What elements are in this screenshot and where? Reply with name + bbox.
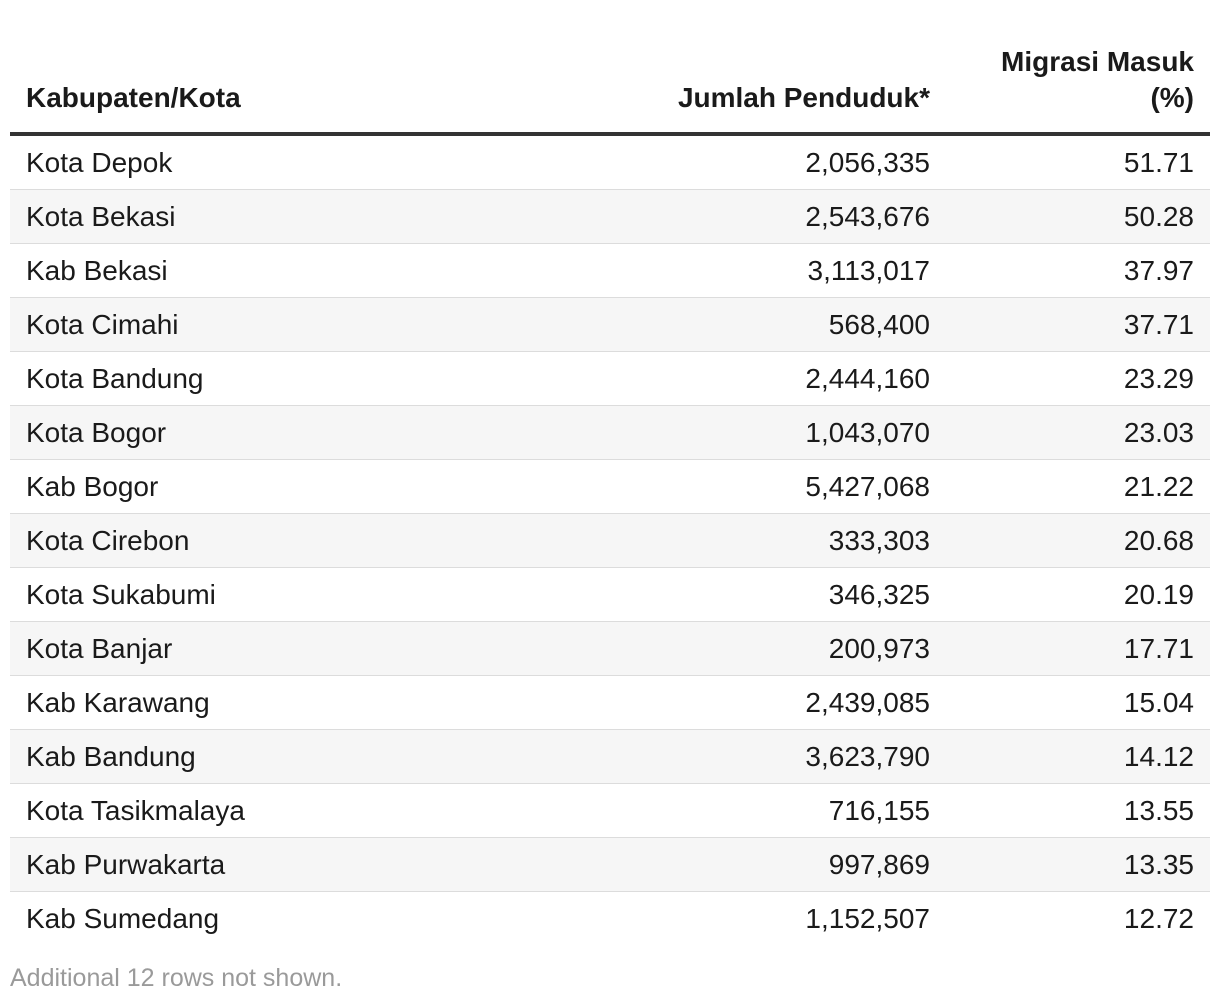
column-header-migrasi-masuk: Migrasi Masuk (%)	[946, 0, 1210, 136]
table-row: Kota Cirebon 333,303 20.68	[10, 513, 1210, 568]
cell-jumlah-penduduk: 2,543,676	[602, 189, 946, 244]
table-row: Kota Cimahi 568,400 37.71	[10, 297, 1210, 352]
cell-kabupaten-kota: Kota Cirebon	[10, 513, 602, 568]
cell-jumlah-penduduk: 3,623,790	[602, 729, 946, 784]
cell-migrasi-masuk: 15.04	[946, 675, 1210, 730]
table-row: Kab Bandung 3,623,790 14.12	[10, 729, 1210, 784]
cell-jumlah-penduduk: 3,113,017	[602, 243, 946, 298]
cell-migrasi-masuk: 13.55	[946, 783, 1210, 838]
column-header-jumlah-penduduk: Jumlah Penduduk*	[602, 0, 946, 136]
cell-kabupaten-kota: Kab Purwakarta	[10, 837, 602, 892]
cell-jumlah-penduduk: 2,056,335	[602, 134, 946, 190]
table-body: Kota Depok 2,056,335 51.71 Kota Bekasi 2,543…	[10, 134, 1210, 945]
table-header: Kabupaten/Kota Jumlah Penduduk* Migrasi …	[10, 0, 1210, 136]
cell-kabupaten-kota: Kab Bandung	[10, 729, 602, 784]
footnote: Additional 12 rows not shown.	[10, 964, 343, 992]
cell-jumlah-penduduk: 1,152,507	[805, 902, 930, 934]
cell-kabupaten-kota: Kota Banjar	[10, 621, 602, 676]
cell-migrasi-masuk: 51.71	[946, 134, 1210, 190]
cell-jumlah-penduduk: 997,869	[602, 837, 946, 892]
cell-migrasi-masuk: 23.03	[946, 405, 1210, 460]
cell-kabupaten-kota: Kota Cimahi	[10, 297, 602, 352]
cell-kabupaten-kota: Kab Bogor	[10, 459, 602, 514]
cell-jumlah-penduduk: 716,155	[602, 783, 946, 838]
cell-migrasi-masuk: 21.22	[946, 459, 1210, 514]
cell-kabupaten-kota: Kota Bandung	[10, 351, 602, 406]
table-row: Kab Purwakarta 997,869 13.35	[10, 837, 1210, 892]
cell-jumlah-penduduk: 1,043,070	[602, 405, 946, 460]
cell-migrasi-masuk: 12.72	[1123, 902, 1194, 934]
table-row: Kab Bogor 5,427,068 21.22	[10, 459, 1210, 514]
header-row: Kabupaten/Kota Jumlah Penduduk* Migrasi …	[10, 0, 1210, 136]
cell-jumlah-penduduk: 333,303	[602, 513, 946, 568]
cell-jumlah-penduduk: 346,325	[602, 567, 946, 622]
cell-jumlah-penduduk: 568,400	[602, 297, 946, 352]
cell-migrasi-masuk: 50.28	[946, 189, 1210, 244]
table-row: Kota Bekasi 2,543,676 50.28	[10, 189, 1210, 244]
table-row: Kota Banjar 200,973 17.71	[10, 621, 1210, 676]
cell-migrasi-masuk: 20.68	[946, 513, 1210, 568]
cell-migrasi-masuk: 37.97	[946, 243, 1210, 298]
cell-jumlah-penduduk: 2,444,160	[602, 351, 946, 406]
column-header-kabupaten-kota: Kabupaten/Kota	[10, 0, 602, 136]
table-row: Kota Tasikmalaya 716,155 13.55	[10, 783, 1210, 838]
cell-kabupaten-kota: Kab Bekasi	[10, 243, 602, 298]
cell-kabupaten-kota: Kab Sumedang	[26, 902, 220, 934]
table-row: Kab Sumedang 1,152,507 12.72	[10, 892, 1210, 946]
cell-migrasi-masuk: 13.35	[946, 837, 1210, 892]
cell-kabupaten-kota: Kab Karawang	[10, 675, 602, 730]
cell-jumlah-penduduk: 5,427,068	[602, 459, 946, 514]
table-row: Kota Bandung 2,444,160 23.29	[10, 351, 1210, 406]
cell-migrasi-masuk: 37.71	[946, 297, 1210, 352]
column-header-migrasi-line1: Migrasi Masuk	[1001, 46, 1194, 77]
cell-kabupaten-kota: Kota Bekasi	[10, 189, 602, 244]
cell-migrasi-masuk: 17.71	[946, 621, 1210, 676]
cell-migrasi-masuk: 20.19	[946, 567, 1210, 622]
cell-migrasi-masuk: 23.29	[946, 351, 1210, 406]
cell-kabupaten-kota: Kota Depok	[10, 134, 602, 190]
cell-jumlah-penduduk: 2,439,085	[602, 675, 946, 730]
column-header-migrasi-line2: (%)	[1150, 82, 1194, 113]
table-row: Kota Sukabumi 346,325 20.19	[10, 567, 1210, 622]
data-table-container: Kabupaten/Kota Jumlah Penduduk* Migrasi …	[10, 0, 1210, 945]
table-row: Kab Bekasi 3,113,017 37.97	[10, 243, 1210, 298]
table-row: Kab Karawang 2,439,085 15.04	[10, 675, 1210, 730]
cell-kabupaten-kota: Kota Sukabumi	[10, 567, 602, 622]
cell-jumlah-penduduk: 200,973	[602, 621, 946, 676]
data-table: Kabupaten/Kota Jumlah Penduduk* Migrasi …	[10, 0, 1210, 945]
cell-kabupaten-kota: Kota Bogor	[10, 405, 602, 460]
table-row: Kota Depok 2,056,335 51.71	[10, 134, 1210, 190]
table-row: Kota Bogor 1,043,070 23.03	[10, 405, 1210, 460]
cell-kabupaten-kota: Kota Tasikmalaya	[10, 783, 602, 838]
cell-migrasi-masuk: 14.12	[946, 729, 1210, 784]
